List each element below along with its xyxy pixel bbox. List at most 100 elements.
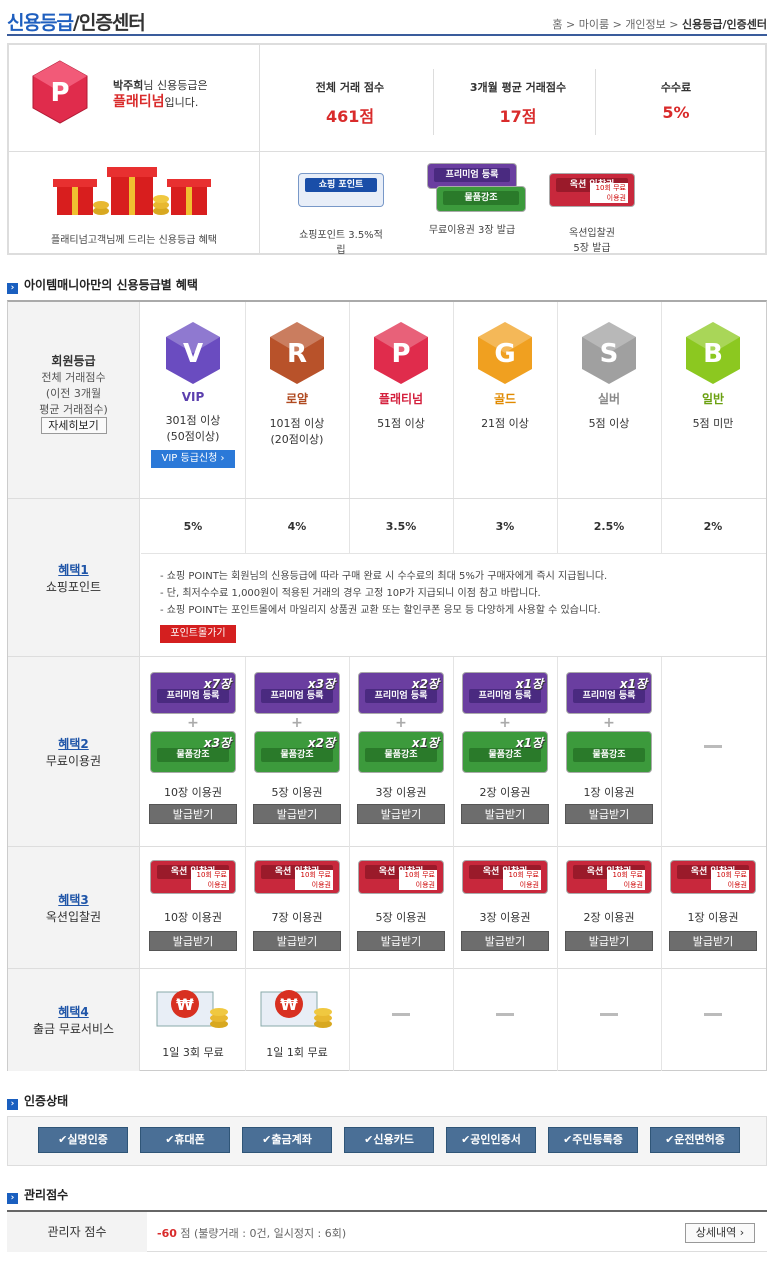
- breadcrumb-home[interactable]: 홈: [552, 18, 563, 31]
- auction-ticket-cell: 옥션 입찰권10회 무료 이용권 5장 이용권 발급받기: [349, 860, 453, 951]
- premium-ticket-icon: 프리미엄 등록 x7장: [150, 672, 236, 714]
- point-rate: 5%: [183, 520, 203, 533]
- benefit3-row-label: 혜택3 옥션입찰권: [8, 847, 140, 968]
- arrow-right-icon: ›: [7, 283, 18, 294]
- auction-ticket-cell: 옥션 입찰권10회 무료 이용권 1장 이용권 발급받기: [661, 860, 765, 951]
- point-rate: 3%: [495, 520, 515, 533]
- benefit-shopping-point: 쇼핑 포인트 쇼핑포인트 3.5%적립: [297, 173, 385, 256]
- auction-ticket-icon: 옥션 입찰권10회 무료 이용권: [670, 860, 756, 894]
- auth-creditcard-button[interactable]: ✔신용카드: [344, 1127, 434, 1153]
- auction-ticket-icon: 옥션 입찰권10회 무료 이용권: [150, 860, 236, 894]
- not-available-dash: [349, 1013, 453, 1016]
- issue-button[interactable]: 발급받기: [565, 931, 653, 951]
- highlight-ticket-icon: 물품강조: [566, 731, 652, 773]
- greeting-text: 박주희님 신용등급은 플래티넘입니다.: [113, 79, 208, 110]
- premium-ticket-icon: 프리미엄 등록 x1장: [566, 672, 652, 714]
- auth-phone-button[interactable]: ✔휴대폰: [140, 1127, 230, 1153]
- breadcrumb-personal[interactable]: 개인정보: [625, 18, 666, 31]
- auth-idcard-button[interactable]: ✔주민등록증: [548, 1127, 638, 1153]
- page-title: 신용등급/인증센터: [7, 12, 146, 34]
- grade-hexagon-icon: G: [476, 320, 534, 386]
- grade-letter: P: [50, 78, 69, 108]
- svg-text:S: S: [600, 339, 619, 369]
- grade-requirement: 101점 이상: [269, 417, 325, 430]
- point-mall-button[interactable]: 포인트몰가기: [160, 625, 236, 643]
- grade-name: 골드: [493, 392, 517, 406]
- issue-button[interactable]: 발급받기: [565, 804, 653, 824]
- highlight-ticket-icon: 물품강조: [436, 186, 526, 212]
- withdraw-cell: ₩ 1일 3회 무료: [141, 982, 245, 1060]
- issue-button[interactable]: 발급받기: [253, 931, 341, 951]
- gift-boxes-image: [49, 161, 217, 221]
- auction-ticket-cell: 옥션 입찰권10회 무료 이용권 7장 이용권 발급받기: [245, 860, 349, 951]
- grade-name: 실버: [597, 392, 621, 406]
- benefit3-link[interactable]: 혜택3: [58, 893, 89, 907]
- benefit4-link[interactable]: 혜택4: [58, 1005, 89, 1019]
- grade-name: 일반: [701, 392, 725, 406]
- benefit-section-title: › 아이템매니아만의 신용등급별 혜택: [7, 276, 198, 294]
- grade-hexagon-icon: V: [164, 320, 222, 386]
- auth-certificate-button[interactable]: ✔공인인증서: [446, 1127, 536, 1153]
- auction-ticket-icon: 옥션 입찰권10회 무료 이용권: [254, 860, 340, 894]
- grade-row-label: 회원등급 전체 거래점수 (이전 3개월 평균 거래점수) 자세히보기: [8, 302, 140, 498]
- highlight-ticket-icon: 물품강조 x3장: [150, 731, 236, 773]
- won-money-icon: ₩: [153, 982, 233, 1032]
- credit-summary: P 박주희님 신용등급은 플래티넘입니다. 전체 거래 점수 461점 3개월 평…: [7, 43, 767, 256]
- highlight-ticket-icon: 물품강조 x1장: [358, 731, 444, 773]
- issue-button[interactable]: 발급받기: [461, 804, 549, 824]
- auction-ticket-cell: 옥션 입찰권10회 무료 이용권 2장 이용권 발급받기: [557, 860, 661, 951]
- free-ticket-cell: 프리미엄 등록 x1장 + 물품강조 1장 이용권 발급받기: [557, 672, 661, 824]
- manager-score-row: 관리자 점수 -60 점 (불량거래 : 0건, 일시정지 : 6회) 상세내역…: [7, 1210, 767, 1252]
- issue-button[interactable]: 발급받기: [357, 804, 445, 824]
- issue-button[interactable]: 발급받기: [253, 804, 341, 824]
- benefit2-link[interactable]: 혜택2: [58, 737, 89, 751]
- premium-ticket-icon: 프리미엄 등록 x3장: [254, 672, 340, 714]
- point-rate: 2.5%: [593, 520, 625, 533]
- auth-section-title: › 인증상태: [7, 1092, 68, 1110]
- svg-text:V: V: [183, 339, 203, 369]
- auth-license-button[interactable]: ✔운전면허증: [650, 1127, 740, 1153]
- svg-text:₩: ₩: [176, 995, 194, 1014]
- benefit-auction-tickets: 옥션 입찰권10회 무료 이용권 옥션입찰권 5장 발급: [547, 173, 637, 254]
- grade-name: 플래티넘: [378, 392, 424, 406]
- stat-fee: 수수료 5%: [660, 81, 692, 122]
- stat-total-score: 전체 거래 점수 461점: [315, 81, 385, 126]
- not-available-dash: [557, 1013, 661, 1016]
- issue-button[interactable]: 발급받기: [357, 931, 445, 951]
- issue-button[interactable]: 발급받기: [149, 804, 237, 824]
- vip-apply-button[interactable]: VIP 등급신청 ›: [151, 450, 235, 468]
- not-available-dash: [661, 745, 765, 748]
- grade-name: VIP: [181, 390, 205, 404]
- stat-3month-avg: 3개월 평균 거래점수 17점: [469, 81, 567, 126]
- manager-score-label: 관리자 점수: [7, 1212, 147, 1252]
- premium-ticket-icon: 프리미엄 등록 x2장: [358, 672, 444, 714]
- grade-hexagon-icon: S: [580, 320, 638, 386]
- auction-ticket-icon: 옥션 입찰권10회 무료 이용권: [566, 860, 652, 894]
- grade-cell: B 일반 5점 미만: [661, 320, 765, 431]
- issue-button[interactable]: 발급받기: [669, 931, 757, 951]
- grade-hexagon-icon: B: [684, 320, 742, 386]
- grade-requirement: 21점 이상: [481, 417, 529, 430]
- issue-button[interactable]: 발급받기: [149, 931, 237, 951]
- benefit-free-tickets: 프리미엄 등록 물품강조 무료이용권 3장 발급: [417, 163, 527, 236]
- shopping-point-ticket-icon: 쇼핑 포인트: [298, 173, 384, 207]
- grade-hexagon-icon: P: [372, 320, 430, 386]
- auth-realname-button[interactable]: ✔실명인증: [38, 1127, 128, 1153]
- benefit1-notes: - 쇼핑 POINT는 회원님의 신용등급에 따라 구매 완료 시 수수료의 최…: [160, 568, 607, 643]
- svg-text:G: G: [494, 339, 515, 369]
- breadcrumb-myroom[interactable]: 마이룸: [578, 18, 610, 31]
- grade-cell: R 로얄 101점 이상 (20점이상): [245, 320, 349, 447]
- arrow-right-icon: ›: [7, 1099, 18, 1110]
- auction-ticket-icon: 옥션 입찰권10회 무료 이용권: [549, 173, 635, 207]
- grade-cell: G 골드 21점 이상: [453, 320, 557, 431]
- grade-requirement: 5점 이상: [588, 417, 630, 430]
- arrow-right-icon: ›: [7, 1193, 18, 1204]
- benefit4-row-label: 혜택4 출금 무료서비스: [8, 969, 140, 1071]
- more-details-button[interactable]: 자세히보기: [40, 417, 107, 434]
- detail-history-button[interactable]: 상세내역 ›: [685, 1223, 755, 1243]
- benefit1-link[interactable]: 혜택1: [58, 563, 89, 577]
- not-available-dash: [661, 1013, 765, 1016]
- issue-button[interactable]: 발급받기: [461, 931, 549, 951]
- free-ticket-cell: 프리미엄 등록 x2장 + 물품강조 x1장 3장 이용권 발급받기: [349, 672, 453, 824]
- auth-account-button[interactable]: ✔출금계좌: [242, 1127, 332, 1153]
